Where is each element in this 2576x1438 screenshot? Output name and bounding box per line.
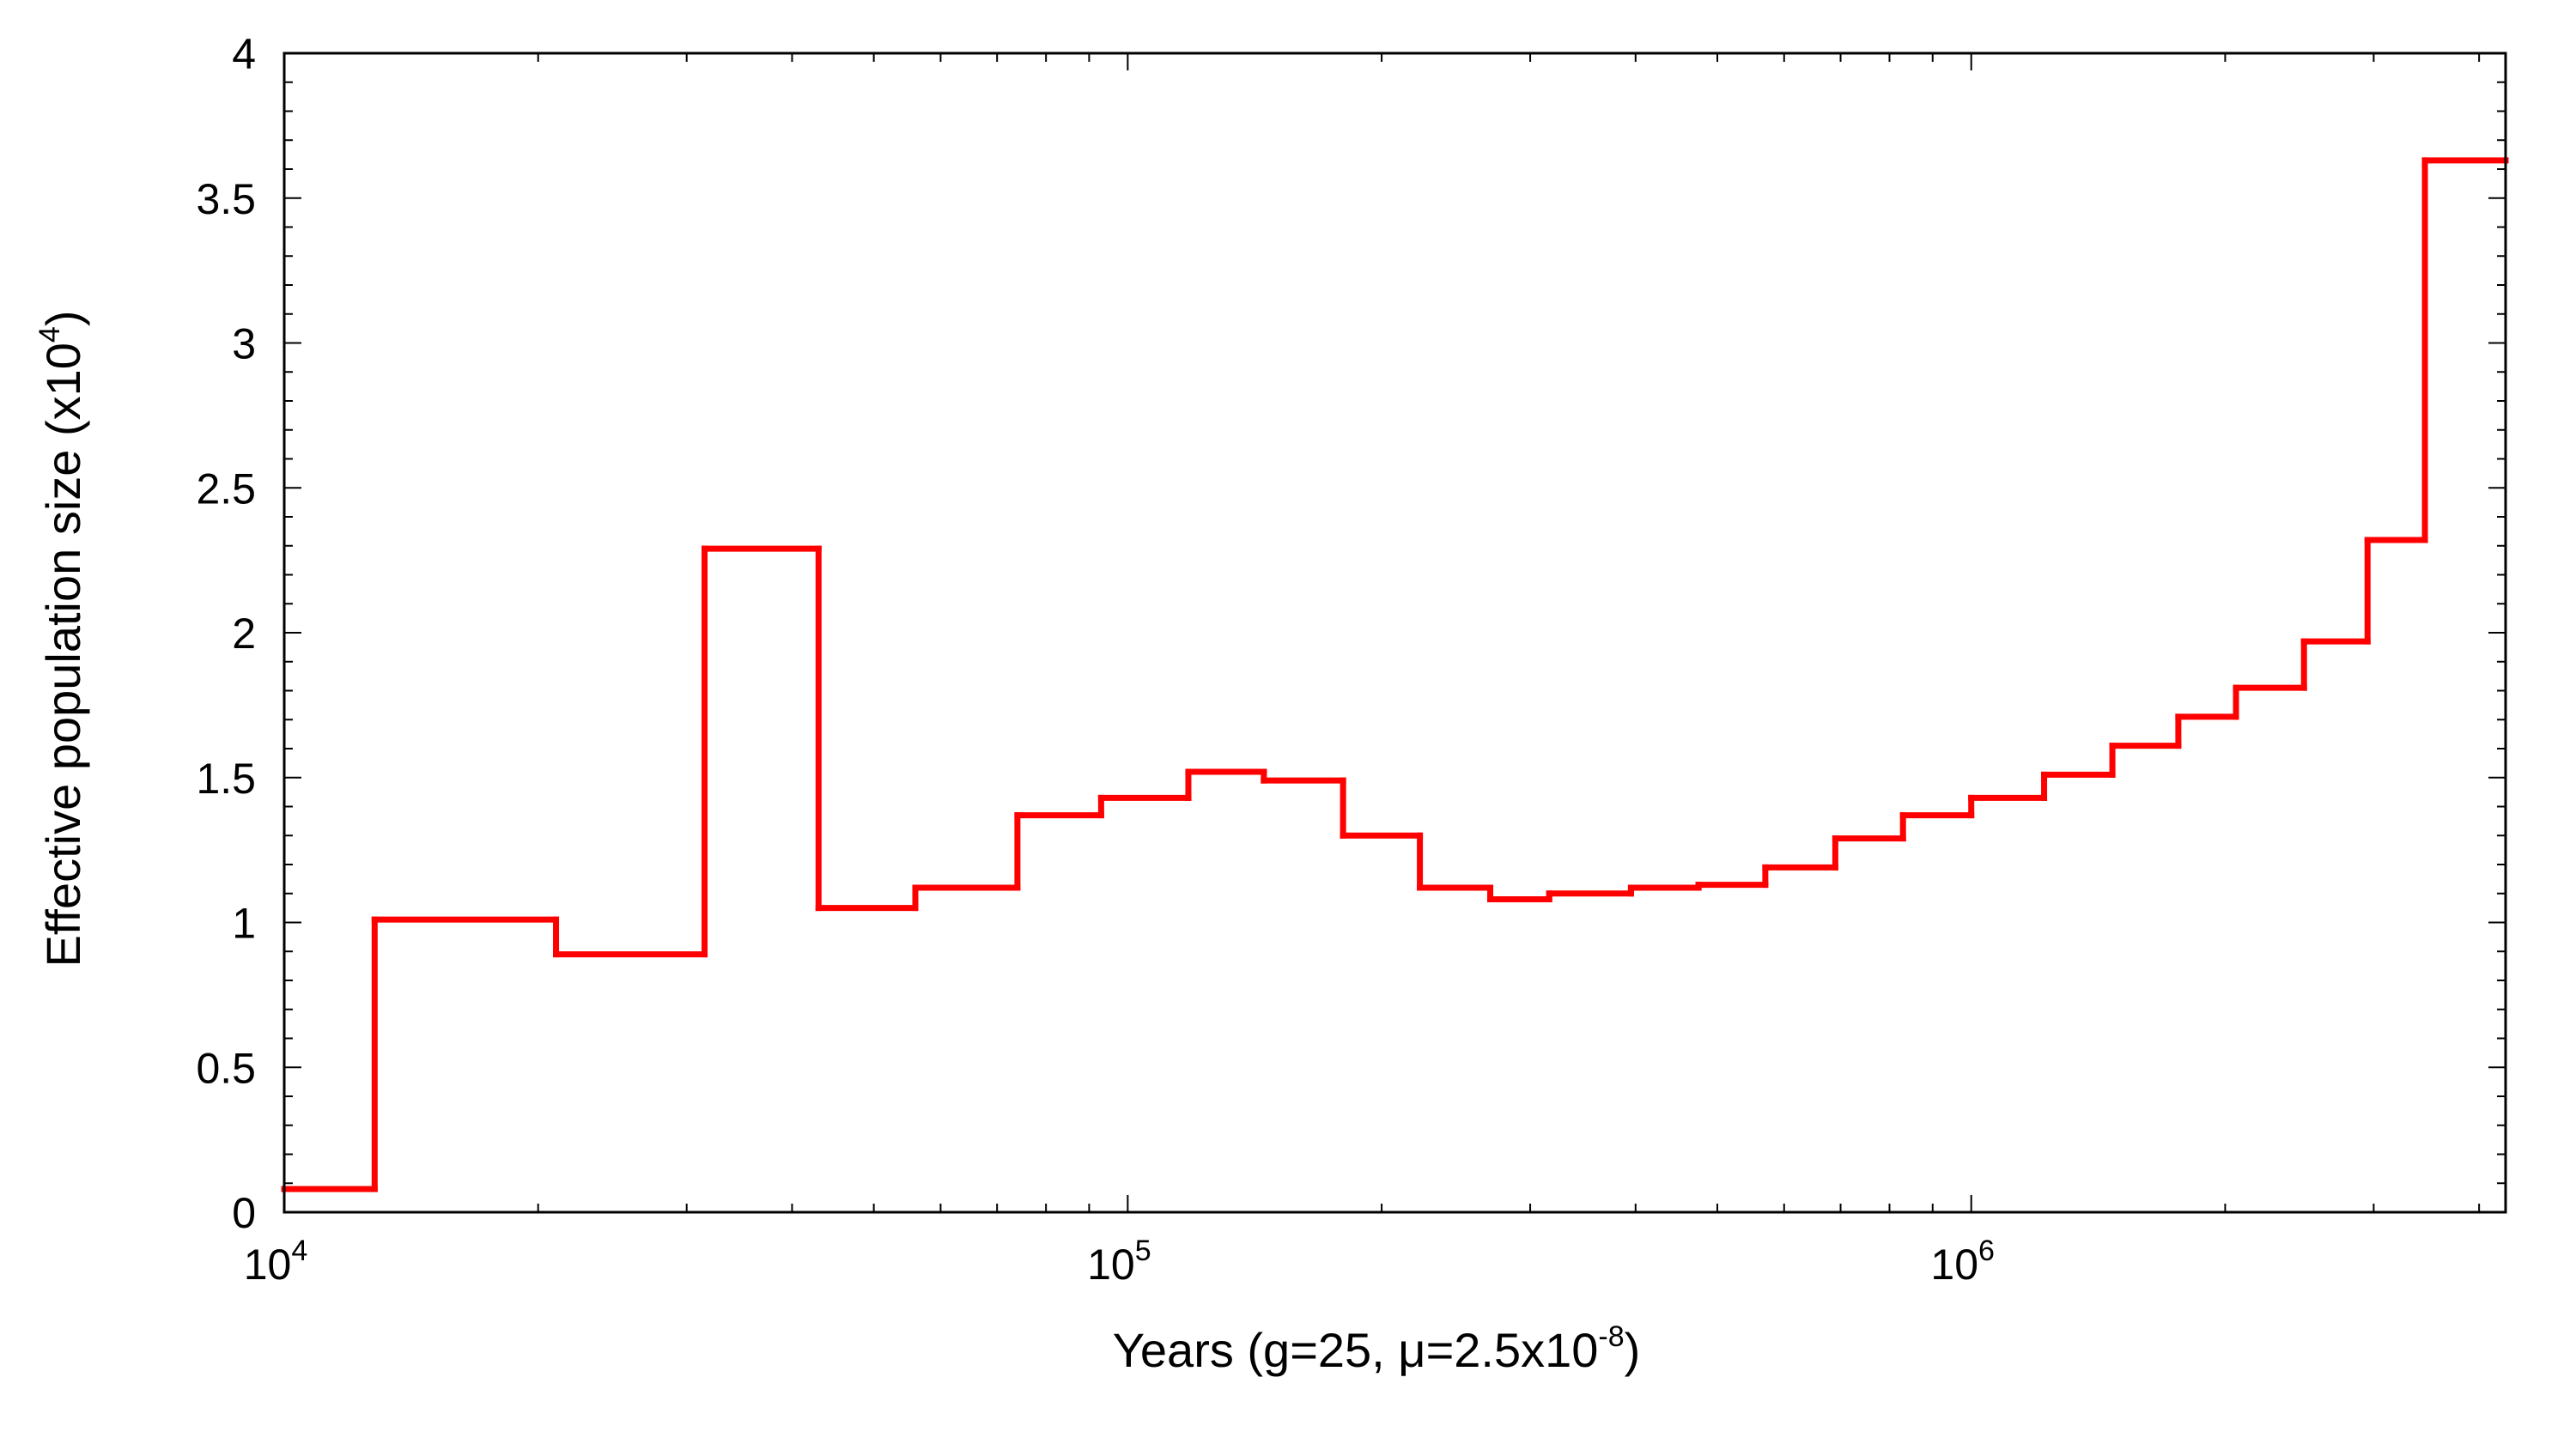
y-axis-title-main: Effective population size (x10 xyxy=(36,343,90,967)
x-tick-label-base: 10 xyxy=(244,1241,292,1289)
y-tick-label: 2 xyxy=(232,610,256,658)
plot-frame xyxy=(283,52,2507,1214)
y-tick-label: 2.5 xyxy=(196,464,256,513)
x-axis-title-tail: ) xyxy=(1625,1323,1641,1377)
y-tick-label: 3.5 xyxy=(196,175,256,223)
y-tick-label: 1 xyxy=(232,900,256,948)
y-axis-title-superscript: 4 xyxy=(33,326,66,343)
x-axis-title-main: Years (g=25, μ=2.5x10 xyxy=(1113,1323,1599,1377)
x-tick-label: 105 xyxy=(1087,1235,1151,1289)
x-tick-label-base: 10 xyxy=(1087,1241,1135,1289)
x-tick-label: 104 xyxy=(244,1235,308,1289)
x-tick-label-exponent: 6 xyxy=(1978,1235,1995,1267)
x-axis-title: Years (g=25, μ=2.5x10-8) xyxy=(1113,1320,1641,1377)
x-tick-label-exponent: 5 xyxy=(1135,1235,1151,1267)
y-tick-label: 1.5 xyxy=(196,755,256,803)
y-tick-label: 0.5 xyxy=(196,1044,256,1092)
plot-area xyxy=(281,157,2509,1192)
y-tick-label: 3 xyxy=(232,320,256,368)
y-axis-title: Effective population size (x104) xyxy=(33,311,90,968)
x-axis-title-superscript: -8 xyxy=(1598,1320,1624,1353)
y-tick-label: 0 xyxy=(232,1189,256,1237)
y-tick-label: 4 xyxy=(232,30,256,78)
y-axis-title-tail: ) xyxy=(36,311,90,327)
x-tick-label-exponent: 4 xyxy=(291,1235,307,1267)
x-tick-label: 106 xyxy=(1930,1235,1995,1289)
x-tick-label-base: 10 xyxy=(1930,1241,1978,1289)
